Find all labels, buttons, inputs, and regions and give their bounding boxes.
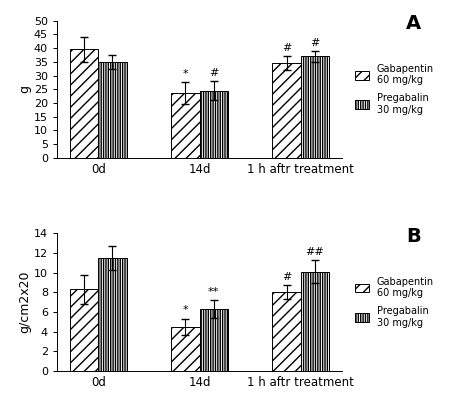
Bar	[301, 272, 329, 371]
Bar	[272, 293, 301, 371]
Bar	[301, 56, 329, 158]
Bar	[171, 94, 200, 158]
Text: **: **	[208, 287, 219, 297]
Text: #: #	[310, 37, 320, 47]
Legend: Gabapentin
60 mg/kg, Pregabalin
30 mg/kg: Gabapentin 60 mg/kg, Pregabalin 30 mg/kg	[352, 274, 437, 330]
Bar	[200, 91, 228, 158]
Text: *: *	[182, 69, 188, 79]
Text: *: *	[182, 305, 188, 315]
Bar	[98, 258, 127, 371]
Text: B: B	[406, 227, 421, 246]
Bar	[98, 62, 127, 158]
Bar	[70, 289, 98, 371]
Bar	[171, 327, 200, 371]
Bar	[272, 63, 301, 158]
Bar	[200, 309, 228, 371]
Text: ##: ##	[305, 246, 324, 257]
Text: #: #	[209, 68, 218, 78]
Y-axis label: g/cm2x20: g/cm2x20	[18, 271, 31, 333]
Text: #: #	[282, 43, 291, 53]
Text: A: A	[406, 14, 421, 33]
Y-axis label: g: g	[18, 85, 31, 93]
Bar	[70, 49, 98, 158]
Legend: Gabapentin
60 mg/kg, Pregabalin
30 mg/kg: Gabapentin 60 mg/kg, Pregabalin 30 mg/kg	[352, 61, 437, 118]
Text: #: #	[282, 272, 291, 282]
